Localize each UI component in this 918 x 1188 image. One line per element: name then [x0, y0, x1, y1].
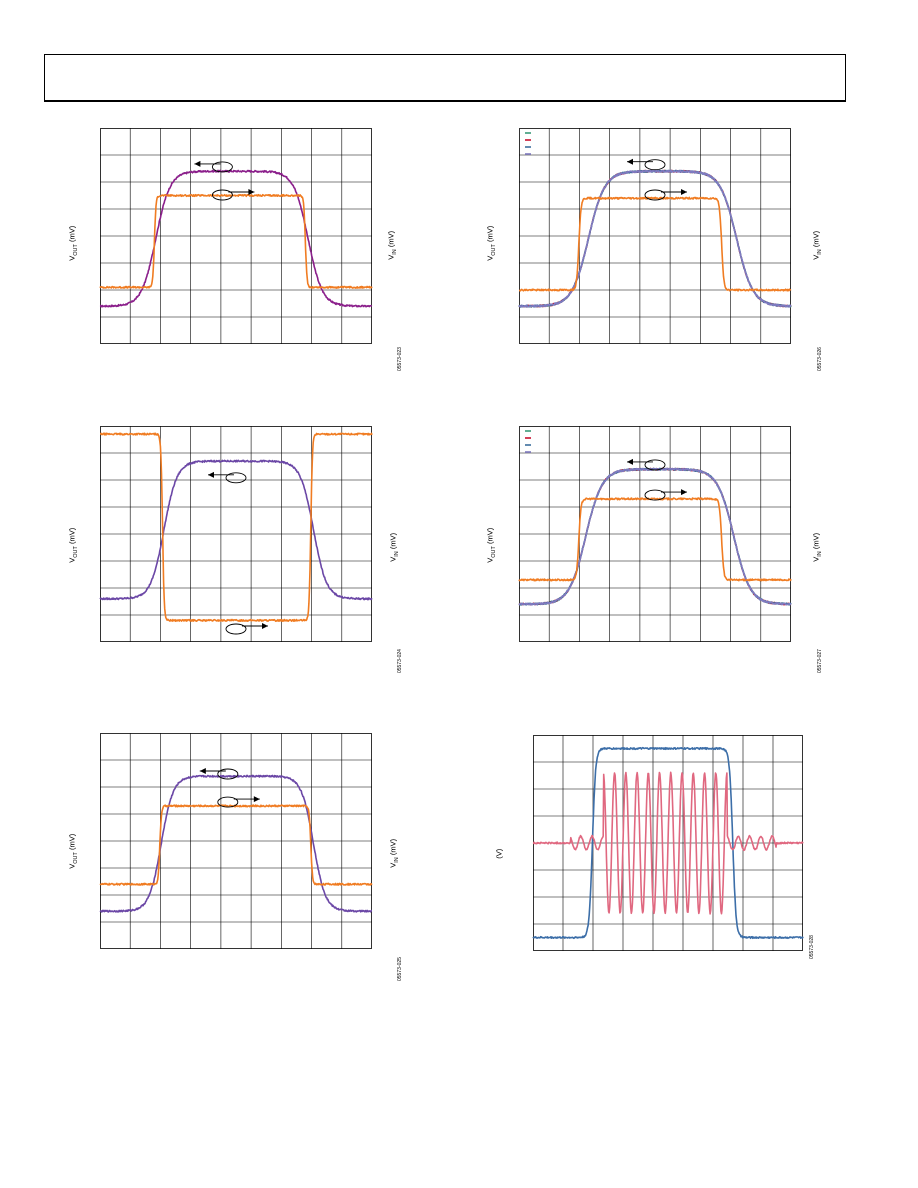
y-axis-label-left: VOUT (mV) — [67, 833, 79, 869]
trace-series-3 — [518, 169, 792, 308]
annotation-arrowhead — [253, 796, 260, 803]
annotation-arrowhead — [627, 458, 633, 465]
annotation-oval — [644, 189, 666, 201]
trace-series-0 — [99, 169, 373, 308]
y-axis-label-right: VIN (mV) — [386, 230, 398, 260]
annotation-arrowhead — [248, 188, 255, 195]
annotation-arrowhead — [681, 188, 687, 195]
annotation-arrowhead — [199, 768, 206, 775]
annotation-oval — [644, 159, 666, 171]
trace-series-0 — [99, 774, 373, 913]
grid — [100, 128, 372, 344]
annotation-oval — [225, 472, 247, 484]
y-axis-label-left: VOUT (mV) — [485, 225, 497, 261]
trace-series-4 — [518, 497, 792, 582]
trace-series-0 — [518, 467, 792, 606]
annotation-arrowhead — [194, 160, 201, 167]
trace-series-3 — [518, 467, 792, 606]
trace-series-0 — [99, 459, 373, 601]
annotation-arrowhead — [681, 489, 687, 496]
grid — [519, 128, 791, 344]
figure-id: 05573-026 — [817, 347, 823, 371]
figure-id: 05573-023 — [397, 347, 403, 371]
annotation-oval — [217, 768, 239, 780]
trace-series-1 — [99, 804, 373, 886]
y-axis-label-left: VOUT (mV) — [485, 527, 497, 563]
trace-series-1 — [99, 432, 373, 622]
scope-plot-fig27 — [518, 426, 792, 642]
annotation-arrowhead — [627, 158, 633, 165]
annotation-arrowhead — [208, 471, 214, 478]
annotation-oval — [225, 623, 247, 635]
grid — [100, 733, 372, 949]
y-axis-label-right: VIN (mV) — [811, 230, 823, 260]
scope-plot-fig28 — [532, 735, 804, 951]
figure-id: 05573-024 — [397, 649, 403, 673]
grid — [100, 426, 372, 642]
figure-id: 05573-027 — [817, 649, 823, 673]
annotation-oval — [211, 189, 233, 201]
y-axis-label-right: VIN (mV) — [811, 532, 823, 562]
trace-series-4 — [518, 196, 792, 292]
annotation-oval — [644, 459, 666, 471]
annotation-oval — [217, 796, 239, 808]
trace-series-1 — [532, 771, 804, 915]
annotation-oval — [644, 489, 666, 501]
y-axis-label-left: VOUT (mV) — [67, 527, 79, 563]
scope-plot-fig23 — [99, 128, 373, 344]
scope-plot-fig26 — [518, 128, 792, 344]
scope-plot-fig25 — [99, 733, 373, 949]
trace-series-2 — [518, 467, 792, 606]
figure-id: 05573-028 — [809, 935, 815, 959]
grid — [519, 426, 791, 642]
y-axis-label-right: VIN (mV) — [388, 838, 400, 868]
annotation-oval — [211, 161, 233, 173]
scope-plot-fig24 — [99, 426, 373, 642]
annotation-arrowhead — [262, 623, 268, 630]
y-axis-label-left: (V) — [494, 848, 504, 859]
figure-id: 05573-025 — [397, 957, 403, 981]
trace-series-1 — [99, 193, 373, 289]
page-header — [44, 54, 846, 102]
trace-series-0 — [532, 746, 804, 940]
trace-series-1 — [518, 467, 792, 606]
y-axis-label-right: VIN (mV) — [388, 532, 400, 562]
y-axis-label-left: VOUT (mV) — [67, 225, 79, 261]
